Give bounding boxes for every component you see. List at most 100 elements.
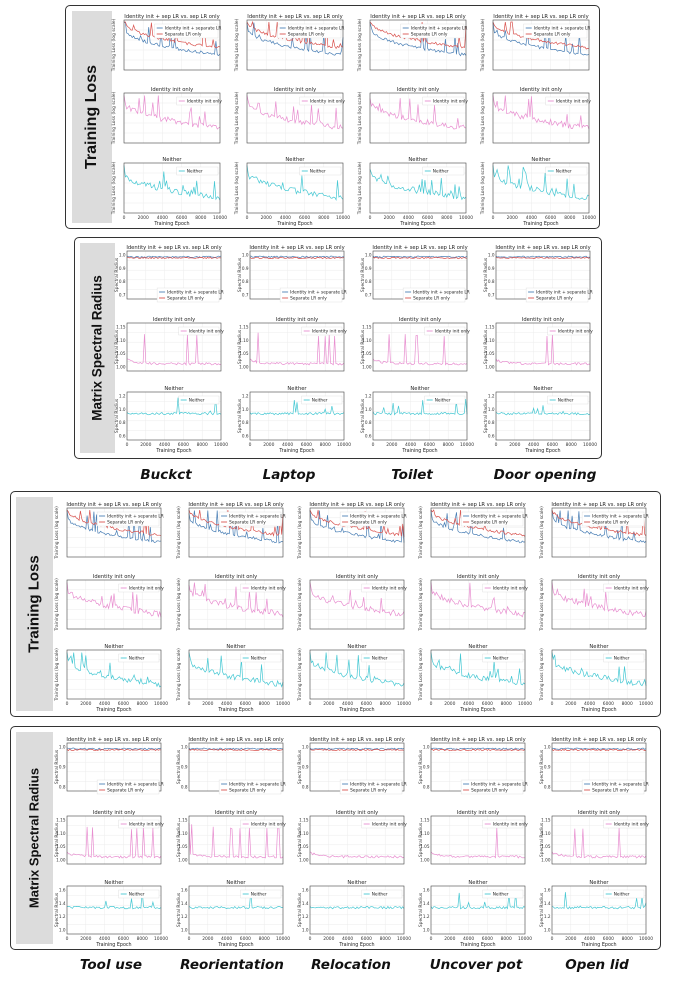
legend-box [118, 583, 160, 593]
legend-label: Separate LR only [534, 32, 571, 38]
y-axis-label: Training Loss (log scale) [357, 18, 363, 72]
legend: Neither [422, 166, 465, 176]
x-axis-label: Training Epoch [217, 707, 253, 713]
x-tick-label: 8000 [318, 215, 329, 221]
x-tick-label: 2000 [507, 215, 518, 221]
subplot-laptop-row-2: Neither Neither Training Loss (log scale) 0… [234, 157, 350, 227]
y-tick-label: 0.9 [488, 266, 495, 271]
y-axis-label: Training Loss (log scale) [234, 161, 240, 215]
legend-label: Neither [189, 398, 205, 404]
legend-label: Identity init only [493, 586, 529, 592]
subplot-relocation-row-1: Identity init only Identity init only Trai… [297, 574, 407, 632]
legend: Neither [118, 889, 160, 899]
legend: Neither [118, 653, 160, 663]
series-line-0 [551, 582, 647, 618]
plot-frame [309, 649, 405, 700]
legend-box [603, 653, 645, 663]
legend-label: Neither [187, 169, 203, 175]
series-line-0 [495, 334, 590, 366]
y-axis-label: Training Loss (log scale) [54, 506, 60, 560]
plot-frame [430, 885, 526, 935]
legend-label: Neither [614, 892, 630, 898]
legend-box [240, 889, 282, 899]
x-tick-label: 6000 [240, 701, 251, 707]
y-tick-label: 1.2 [488, 394, 495, 399]
legend-box [460, 511, 524, 527]
subplot-tool-use-row-1: Identity init only Identity init only Trai… [54, 574, 164, 632]
y-tick-label: 1.15 [485, 325, 495, 330]
legend-box [482, 583, 524, 593]
legend-label: Identity init + separate LR [592, 514, 649, 520]
x-tick-label: 10000 [459, 215, 473, 221]
x-tick-label: 8000 [441, 215, 452, 221]
x-tick-label: 10000 [337, 442, 351, 448]
series-line-0 [246, 165, 344, 202]
x-tick-label: 0 [430, 701, 433, 707]
plot-frame [126, 391, 222, 441]
series-line-0 [369, 169, 467, 201]
x-tick-label: 8000 [380, 936, 391, 942]
task-label-relocation: Relocation [311, 957, 391, 973]
legend: Identity init only [545, 96, 592, 106]
legend-label: Neither [129, 892, 145, 898]
x-tick-label: 8000 [137, 936, 148, 942]
series-line-0 [309, 652, 405, 687]
x-tick-label: 10000 [154, 701, 168, 707]
legend-label: Identity init + separate LR [534, 26, 591, 32]
y-axis-label: Spectral Radius [418, 822, 424, 857]
series-line-1 [249, 256, 345, 260]
y-axis-label: Spectral Radius [297, 892, 303, 927]
subplot-relocation-row-1: Identity init only Identity init only Spec… [297, 810, 407, 865]
series-line-0 [123, 165, 221, 201]
y-tick-label: 1.0 [119, 253, 126, 258]
series-line-1 [188, 748, 284, 752]
y-axis-label: Spectral Radius [237, 257, 243, 292]
subplot-buckct-row-0: Identity init + sep LR vs. sep LR only Id… [114, 245, 224, 303]
x-axis-label: Training Epoch [522, 221, 558, 227]
x-tick-label: 10000 [639, 701, 653, 707]
series-line-0 [372, 398, 468, 416]
y-tick-label: 1.2 [119, 394, 126, 399]
x-tick-label: 10000 [214, 442, 228, 448]
subplot-title: Identity init + sep LR vs. sep LR only [372, 245, 467, 251]
plot-frame [551, 507, 647, 558]
y-tick-label: 1.0 [302, 745, 309, 750]
y-tick-label: 1.0 [59, 745, 66, 750]
subplot-door-opening-row-2: Neither Neither Training Loss (log scale) 0… [480, 157, 596, 227]
series-line-1 [551, 748, 647, 752]
y-tick-label: 0.9 [544, 765, 551, 770]
y-tick-label: 1.05 [420, 844, 430, 849]
y-axis-label: Training Loss (log scale) [297, 648, 303, 702]
legend-label: Identity init + separate LR [229, 782, 286, 788]
y-axis-label: Spectral Radius [114, 398, 120, 433]
panel-2-side-bar [80, 243, 115, 453]
y-tick-label: 0.8 [302, 785, 309, 790]
legend: Neither [603, 653, 645, 663]
x-tick-label: 8000 [197, 442, 208, 448]
legend-label: Separate LR only [592, 520, 629, 526]
y-tick-label: 1.10 [178, 831, 188, 836]
legend: Identity init only [118, 583, 164, 593]
legend-label: Neither [251, 656, 267, 662]
y-tick-label: 1.05 [178, 844, 188, 849]
plot-frame [551, 885, 647, 935]
legend-label: Identity init only [433, 99, 469, 105]
plot-frame [492, 162, 590, 214]
subplot-buckct-row-1: Identity init only Identity init only Spec… [114, 317, 224, 372]
x-axis-label: Training Epoch [153, 221, 189, 227]
x-axis-label: Training Epoch [338, 707, 374, 713]
legend-label: Identity init only [556, 99, 592, 105]
series-line-0 [369, 98, 467, 130]
subplot-tool-use-row-2: Neither Neither Training Loss (log scale) 0… [54, 644, 168, 713]
y-tick-label: 1.0 [242, 253, 249, 258]
plot-frame [188, 815, 284, 865]
y-axis-label: Training Loss (log scale) [111, 161, 117, 215]
x-tick-label: 6000 [178, 442, 189, 448]
series-line-0 [492, 165, 590, 200]
x-tick-label: 6000 [118, 936, 129, 942]
task-label-laptop: Laptop [262, 467, 316, 483]
x-tick-label: 10000 [518, 701, 532, 707]
legend-box [240, 653, 282, 663]
plot-frame [309, 885, 405, 935]
